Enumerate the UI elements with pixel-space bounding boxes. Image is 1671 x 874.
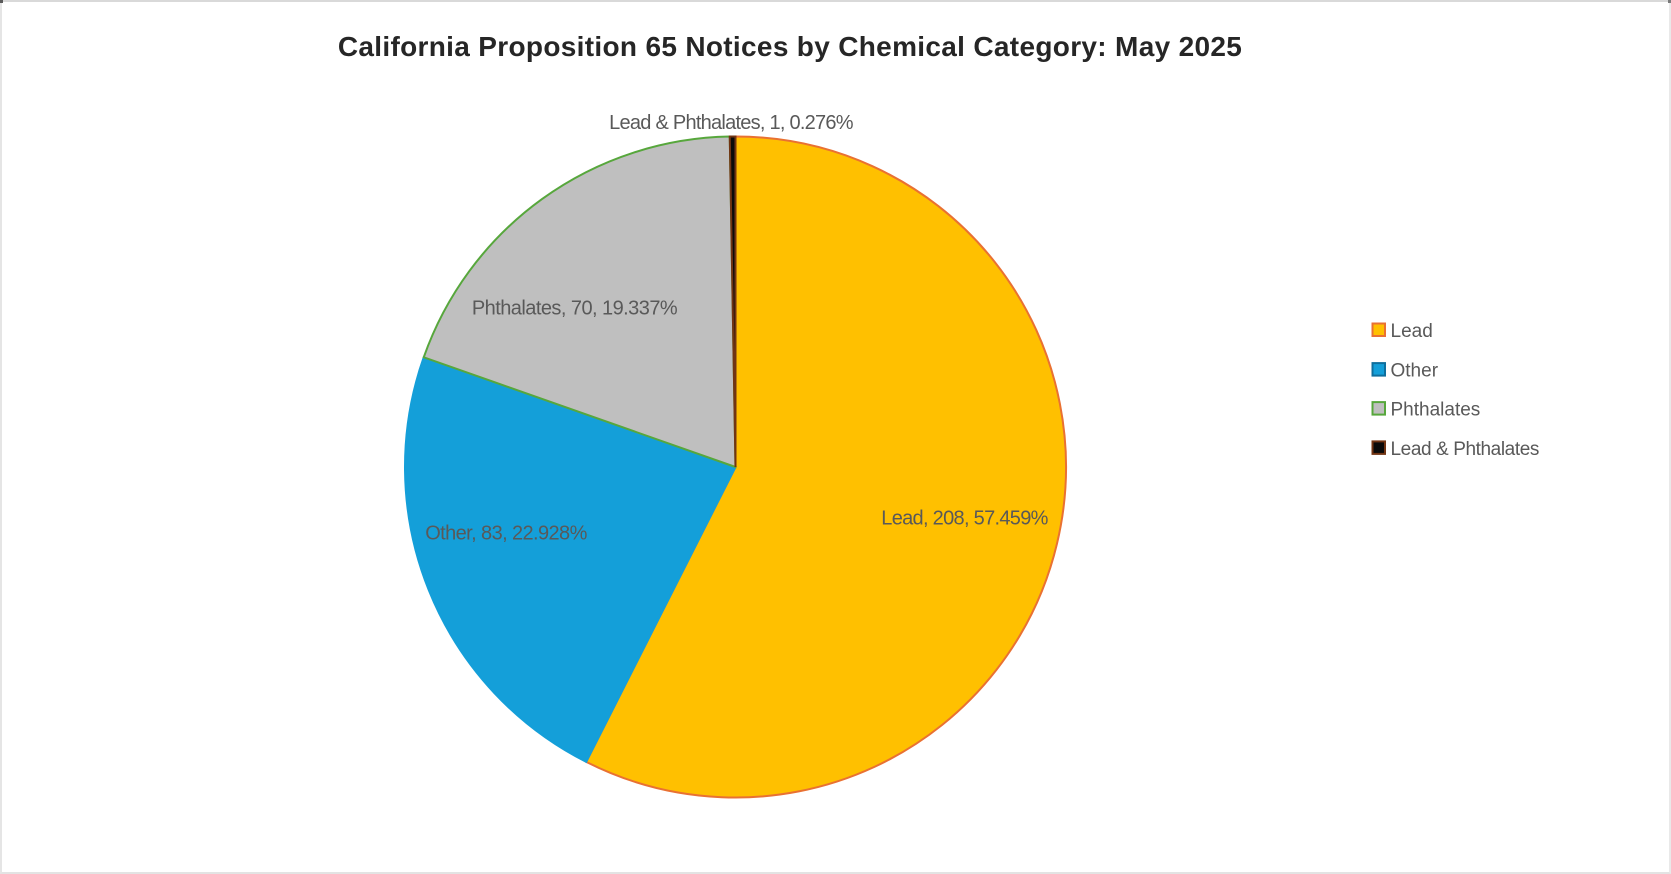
svg-text:Lead & Phthalates: Lead & Phthalates [1391, 439, 1539, 460]
svg-text:Lead: Lead [1391, 321, 1433, 342]
svg-text:Other, 83, 22.928%: Other, 83, 22.928% [425, 523, 587, 545]
svg-text:Other: Other [1391, 361, 1439, 382]
svg-text:Phthalates: Phthalates [1391, 400, 1481, 421]
svg-text:Lead & Phthalates, 1, 0.276%: Lead & Phthalates, 1, 0.276% [609, 112, 854, 134]
svg-text:Lead, 208, 57.459%: Lead, 208, 57.459% [881, 508, 1048, 530]
svg-text:Phthalates, 70, 19.337%: Phthalates, 70, 19.337% [472, 298, 678, 320]
svg-text:California Proposition 65 Noti: California Proposition 65 Notices by Che… [338, 31, 1242, 62]
